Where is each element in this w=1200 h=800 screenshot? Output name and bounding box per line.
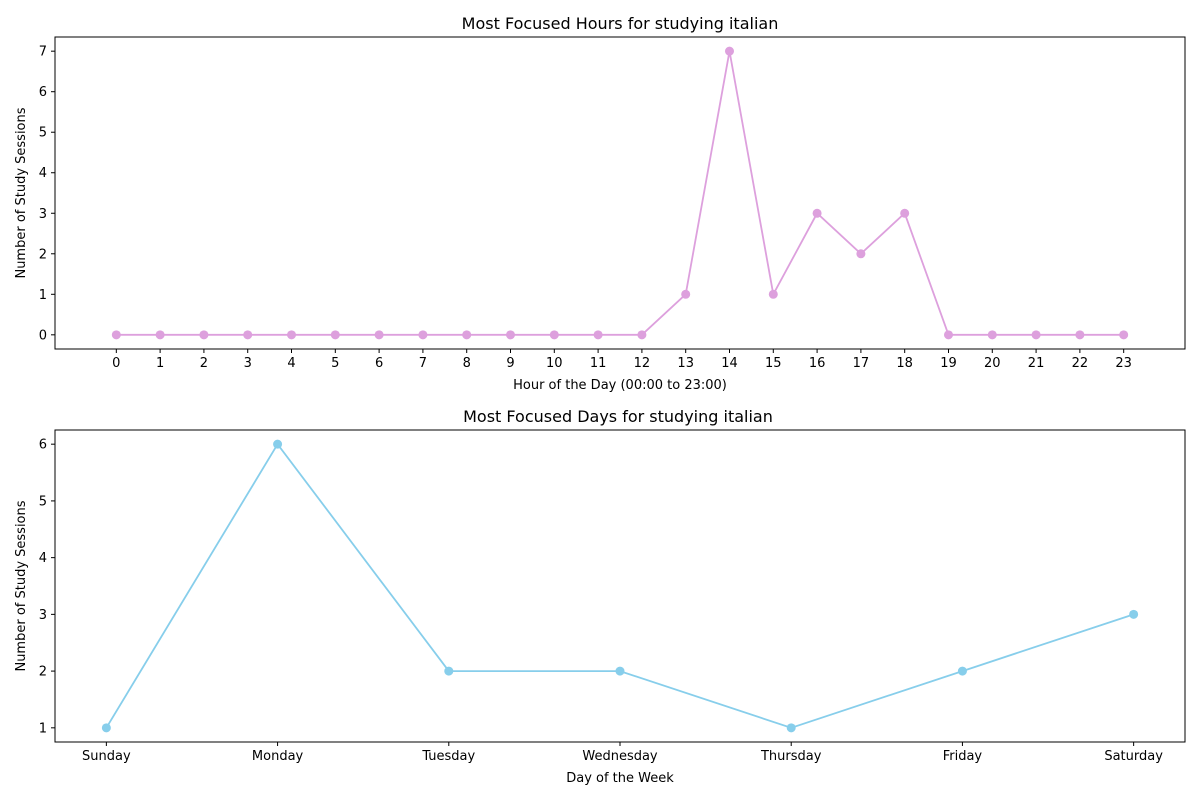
- hours-y-tick-label: 1: [39, 288, 47, 303]
- hours-x-tick-label: 16: [809, 356, 826, 371]
- hours-x-tick-label: 15: [765, 356, 782, 371]
- hours-data-point: [637, 330, 647, 340]
- hours-data-point: [199, 330, 209, 340]
- days-chart-title: Most Focused Days for studying italian: [463, 407, 773, 426]
- days-x-tick-label: Thursday: [760, 749, 822, 764]
- hours-data-point: [1075, 330, 1085, 340]
- hours-x-tick-label: 9: [506, 356, 514, 371]
- hours-plot-area: [54, 36, 1186, 350]
- hours-data-point: [506, 330, 516, 340]
- hours-data-point: [549, 330, 559, 340]
- hours-x-tick-label: 13: [677, 356, 694, 371]
- hours-x-tick-label: 6: [375, 356, 383, 371]
- hours-x-tick-label: 17: [853, 356, 870, 371]
- hours-chart-title: Most Focused Hours for studying italian: [462, 14, 779, 33]
- hours-x-tick-label: 18: [896, 356, 913, 371]
- hours-x-axis: 0 1 2 3 4 5 6 7 8 9 10 11 12 13 14 15 16 17 18 19 20 21 22 23: [112, 349, 1132, 371]
- days-y-tick-label: 4: [39, 551, 47, 566]
- hours-data-point: [987, 330, 997, 340]
- hours-data-point: [900, 208, 910, 218]
- days-y-axis-label: Number of Study Sessions: [14, 500, 29, 671]
- hours-data-point: [330, 330, 340, 340]
- days-data-point: [786, 723, 796, 733]
- days-x-axis-label: Day of the Week: [566, 771, 674, 786]
- hours-y-tick-label: 5: [39, 126, 47, 141]
- hours-x-tick-label: 3: [244, 356, 252, 371]
- days-data-point: [273, 439, 283, 449]
- hours-x-tick-label: 11: [590, 356, 607, 371]
- hours-y-tick-label: 0: [39, 328, 47, 343]
- hours-data-point: [418, 330, 428, 340]
- days-data-point: [444, 666, 454, 676]
- days-data-point: [615, 666, 625, 676]
- hours-x-tick-label: 1: [156, 356, 164, 371]
- hours-series-line: [116, 51, 1124, 336]
- hours-y-tick-label: 3: [39, 207, 47, 222]
- hours-x-tick-label: 7: [419, 356, 427, 371]
- days-y-tick-label: 5: [39, 494, 47, 509]
- hours-y-tick-label: 2: [39, 247, 47, 262]
- hours-data-point: [374, 330, 384, 340]
- hours-x-tick-label: 20: [984, 356, 1001, 371]
- hours-x-tick-label: 10: [546, 356, 563, 371]
- days-y-tick-label: 3: [39, 608, 47, 623]
- hours-x-tick-label: 23: [1115, 356, 1132, 371]
- days-x-tick-label: Sunday: [82, 749, 131, 764]
- hours-x-tick-label: 22: [1072, 356, 1089, 371]
- hours-y-axis: 0 1 2 3 4 5 6 7: [39, 45, 55, 343]
- hours-x-tick-label: 2: [200, 356, 208, 371]
- days-y-tick-label: 2: [39, 665, 47, 680]
- days-x-tick-label: Friday: [943, 749, 983, 764]
- hours-data-point: [243, 330, 253, 340]
- days-y-axis: 1 2 3 4 5 6: [39, 438, 55, 736]
- hours-data-point: [1031, 330, 1041, 340]
- hours-x-tick-label: 5: [331, 356, 339, 371]
- hours-data-point: [593, 330, 603, 340]
- days-chart: Most Focused Days for studying italian 1…: [14, 407, 1186, 786]
- days-x-axis: Sunday Monday Tuesday Wednesday Thursday Frid…: [82, 742, 1163, 764]
- days-data-point: [957, 666, 967, 676]
- hours-data-point: [856, 249, 866, 259]
- hours-y-axis-label: Number of Study Sessions: [14, 107, 29, 278]
- days-data-point: [1129, 609, 1139, 619]
- hours-data-point: [768, 289, 778, 299]
- hours-x-tick-label: 14: [721, 356, 738, 371]
- hours-x-tick-label: 19: [940, 356, 957, 371]
- hours-data-point: [681, 289, 691, 299]
- days-plot-area: [54, 429, 1186, 743]
- hours-x-tick-label: 12: [634, 356, 651, 371]
- days-x-tick-label: Wednesday: [582, 749, 658, 764]
- hours-x-axis-label: Hour of the Day (00:00 to 23:00): [513, 378, 727, 393]
- hours-x-tick-label: 21: [1028, 356, 1045, 371]
- hours-data-point: [943, 330, 953, 340]
- days-series-line: [105, 442, 1134, 729]
- days-x-tick-label: Tuesday: [421, 749, 475, 764]
- days-y-tick-label: 1: [39, 721, 47, 736]
- hours-data-point: [155, 330, 165, 340]
- hours-data-point: [724, 46, 734, 56]
- hours-data-point: [111, 330, 121, 340]
- hours-y-tick-label: 4: [39, 166, 47, 181]
- days-data-point: [101, 723, 111, 733]
- hours-y-tick-label: 6: [39, 85, 47, 100]
- hours-series-points: [111, 46, 1129, 340]
- days-x-tick-label: Monday: [252, 749, 304, 764]
- hours-data-point: [1119, 330, 1129, 340]
- hours-chart: Most Focused Hours for studying italian …: [14, 14, 1186, 393]
- hours-data-point: [287, 330, 297, 340]
- hours-x-tick-label: 8: [463, 356, 471, 371]
- days-series-points: [101, 439, 1139, 733]
- hours-x-tick-label: 4: [287, 356, 295, 371]
- days-y-tick-label: 6: [39, 438, 47, 453]
- hours-data-point: [812, 208, 822, 218]
- days-x-tick-label: Saturday: [1104, 749, 1163, 764]
- hours-y-tick-label: 7: [39, 45, 47, 60]
- hours-data-point: [462, 330, 472, 340]
- hours-x-tick-label: 0: [112, 356, 120, 371]
